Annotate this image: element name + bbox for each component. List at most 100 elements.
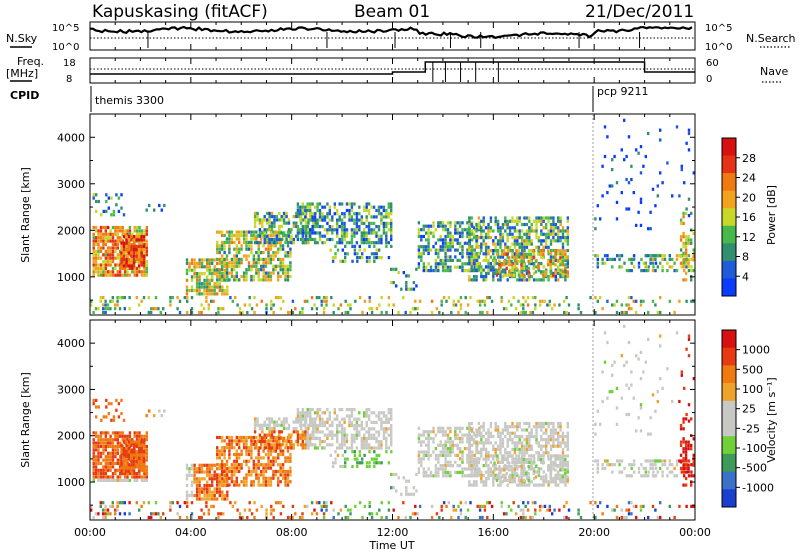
velocity-cell xyxy=(351,421,353,424)
velocity-cell xyxy=(256,424,258,427)
velocity-cell xyxy=(277,456,279,459)
power-cell xyxy=(270,303,272,306)
velocity-cell xyxy=(390,434,392,437)
power-cell xyxy=(255,272,257,275)
power-cell xyxy=(228,265,230,268)
power-cell xyxy=(206,269,208,272)
velocity-cell xyxy=(485,451,487,454)
velocity-cell xyxy=(528,441,530,444)
velocity-cell xyxy=(284,470,286,473)
power-cell xyxy=(216,268,218,271)
velocity-cell xyxy=(262,470,264,473)
velocity-cell xyxy=(547,468,549,471)
velocity-cell xyxy=(354,458,356,461)
power-cell xyxy=(527,303,529,306)
velocity-cell xyxy=(336,418,338,421)
power-cell xyxy=(358,228,360,231)
velocity-cell xyxy=(562,461,564,464)
velocity-cell xyxy=(567,441,569,444)
velocity-cell xyxy=(475,428,477,431)
power-cell xyxy=(146,209,148,212)
velocity-cell xyxy=(449,471,451,474)
power-cell xyxy=(418,221,420,224)
power-cell xyxy=(528,260,530,263)
power-cell xyxy=(528,270,530,273)
power-cell xyxy=(514,239,516,242)
velocity-cell xyxy=(513,462,515,465)
power-cell xyxy=(427,249,429,252)
velocity-cell xyxy=(432,474,434,477)
velocity-cell xyxy=(114,448,116,451)
power-cell xyxy=(545,270,547,273)
velocity-cell xyxy=(537,455,539,458)
velocity-cell xyxy=(425,430,427,433)
power-cell xyxy=(102,274,104,277)
power-cell xyxy=(445,300,447,303)
velocity-cell xyxy=(93,469,95,472)
velocity-cell xyxy=(93,399,95,402)
velocity-cell xyxy=(478,474,480,477)
velocity-cell xyxy=(250,436,252,439)
power-cell xyxy=(146,267,148,270)
power-cell xyxy=(264,215,266,218)
power-cell xyxy=(557,233,559,236)
power-cell xyxy=(270,307,272,310)
power-cell xyxy=(356,252,358,255)
power-cell xyxy=(486,296,488,299)
velocity-cell xyxy=(359,450,361,453)
power-cell xyxy=(105,193,107,196)
power-cell xyxy=(219,231,221,234)
power-cell xyxy=(547,216,549,219)
velocity-cell xyxy=(93,452,95,455)
power-cell xyxy=(345,311,347,314)
power-cell xyxy=(341,231,343,234)
velocity-cell xyxy=(423,440,425,443)
velocity-cell xyxy=(309,443,311,446)
velocity-cell xyxy=(316,446,318,449)
velocity-cell xyxy=(547,422,549,425)
power-cell xyxy=(305,235,307,238)
velocity-cell xyxy=(430,474,432,477)
power-cell xyxy=(262,278,264,281)
velocity-cell xyxy=(288,434,290,437)
velocity-cell xyxy=(316,411,318,414)
velocity-cell xyxy=(487,454,489,457)
velocity-cell xyxy=(236,456,238,459)
power-cell xyxy=(503,307,505,310)
power-cell xyxy=(499,275,501,278)
velocity-cell xyxy=(268,443,270,446)
velocity-cell xyxy=(423,434,425,437)
power-cell xyxy=(216,244,218,247)
power-cell xyxy=(337,249,339,252)
power-cell xyxy=(383,206,385,209)
power-cell xyxy=(425,238,427,241)
velocity-cell xyxy=(540,448,542,451)
velocity-cell xyxy=(108,412,110,415)
power-cell xyxy=(356,241,358,244)
velocity-cell xyxy=(547,455,549,458)
velocity-cell xyxy=(457,437,459,440)
velocity-cell xyxy=(231,473,233,476)
power-cell xyxy=(266,222,268,225)
power-cell xyxy=(503,249,505,252)
velocity-cell xyxy=(523,484,525,487)
velocity-cell xyxy=(464,467,466,470)
velocity-cell xyxy=(346,437,348,440)
power-cell xyxy=(210,300,212,303)
velocity-cell xyxy=(545,428,547,431)
power-cell xyxy=(450,311,452,314)
power-cell xyxy=(323,296,325,299)
power-cell xyxy=(272,251,274,254)
power-cell xyxy=(559,216,561,219)
power-cell xyxy=(289,248,291,251)
velocity-cell xyxy=(383,434,385,437)
power-cell xyxy=(104,307,106,310)
velocity-cell xyxy=(339,465,341,468)
power-cell xyxy=(265,248,267,251)
velocity-cell xyxy=(400,493,402,496)
velocity-cell xyxy=(343,427,345,430)
power-cell xyxy=(690,265,692,268)
power-cell xyxy=(319,209,321,212)
power-cell xyxy=(258,278,260,281)
velocity-cell xyxy=(191,464,193,467)
